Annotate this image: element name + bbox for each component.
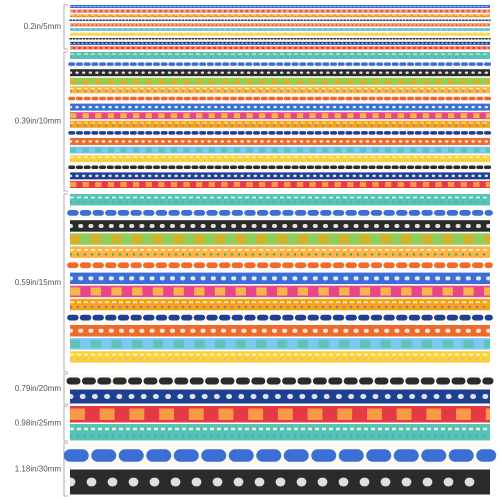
size-bracket	[63, 373, 68, 405]
size-bracket	[63, 4, 68, 50]
tape-strip	[70, 14, 490, 18]
tape-strip	[70, 5, 490, 8]
tape-strip	[70, 120, 490, 128]
tape-strip	[70, 351, 490, 363]
size-label: 0.79in/20mm	[15, 384, 62, 393]
size-bracket	[63, 442, 68, 497]
size-bracket	[63, 51, 68, 192]
size-label: 0.59in/15mm	[15, 278, 62, 287]
tape-strip	[70, 52, 490, 59]
tape-strip	[70, 220, 490, 232]
tape-strip	[70, 9, 490, 13]
tape-strip	[70, 77, 490, 85]
size-bracket	[63, 405, 68, 442]
tape-strip	[70, 194, 490, 206]
size-label: 0.39in/10mm	[15, 117, 62, 126]
size-bracket	[63, 193, 68, 373]
tape-strip	[70, 155, 490, 163]
tape-strip	[70, 146, 490, 154]
tape-strip	[70, 298, 490, 311]
tape-strip	[70, 112, 490, 120]
tape-strip	[70, 424, 490, 441]
tape-strip	[70, 181, 490, 188]
tape-strip	[70, 28, 490, 31]
size-label: 0.2in/5mm	[24, 22, 62, 31]
tape-strip	[70, 246, 490, 258]
tape-strip	[70, 46, 490, 50]
size-label: 0.98in/25mm	[15, 419, 62, 428]
size-label: 1.18in/30mm	[15, 465, 62, 474]
tape-strip	[70, 325, 490, 337]
tape-strip	[70, 272, 490, 285]
tape-strip	[70, 23, 490, 27]
tape-strip	[70, 32, 490, 36]
tape-strip	[70, 86, 490, 94]
tape-strip	[70, 41, 490, 45]
